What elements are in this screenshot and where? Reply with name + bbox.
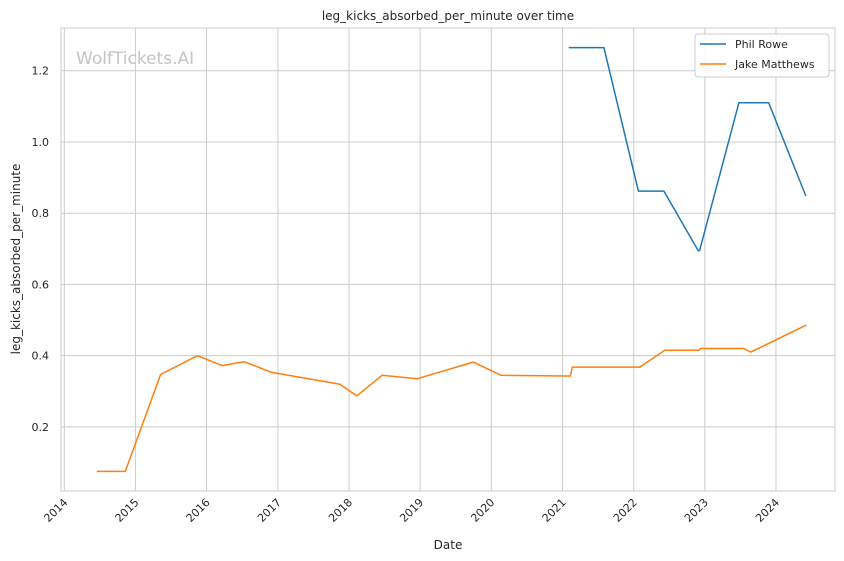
x-tick-label: 2024 [753,496,782,525]
x-tick-label: 2020 [468,496,497,525]
x-tick-label: 2015 [113,496,142,525]
y-tick-label: 0.4 [32,350,50,363]
watermark: WolfTickets.AI [76,49,194,69]
series-line-phil-rowe [568,46,807,252]
chart-title: leg_kicks_absorbed_per_minute over time [322,9,574,23]
series-lines [96,46,807,473]
x-tick-label: 2017 [255,496,284,525]
y-gridlines [61,70,835,428]
x-tick-label: 2021 [540,496,569,525]
legend-label-phil-rowe: Phil Rowe [735,38,788,51]
legend-label-jake-matthews: Jake Matthews [734,58,815,71]
x-axis-title: Date [434,538,463,552]
legend-box [694,33,830,78]
y-tick-label: 1.0 [32,136,50,149]
x-tick-label: 2016 [184,496,213,525]
plot-frame [60,27,836,492]
series-line-jake-matthews [96,324,807,473]
y-tick-labels: 0.2 0.4 0.6 0.8 1.0 1.2 [32,65,50,434]
x-tick-labels: 2014 2015 2016 2017 2018 2019 2020 2021 2022 2023… [41,496,782,525]
y-tick-label: 1.2 [32,65,50,78]
x-tick-label: 2014 [41,496,70,525]
y-tick-label: 0.2 [32,421,50,434]
y-tick-label: 0.8 [32,207,50,220]
x-tick-label: 2023 [682,496,711,525]
legend: Phil Rowe Jake Matthews [694,33,830,78]
x-tick-label: 2018 [326,496,355,525]
x-tick-label: 2019 [397,496,426,525]
y-axis-title: leg_kicks_absorbed_per_minute [9,164,23,355]
x-gridlines [63,28,777,491]
x-tick-label: 2022 [611,496,640,525]
y-tick-label: 0.6 [32,278,50,291]
